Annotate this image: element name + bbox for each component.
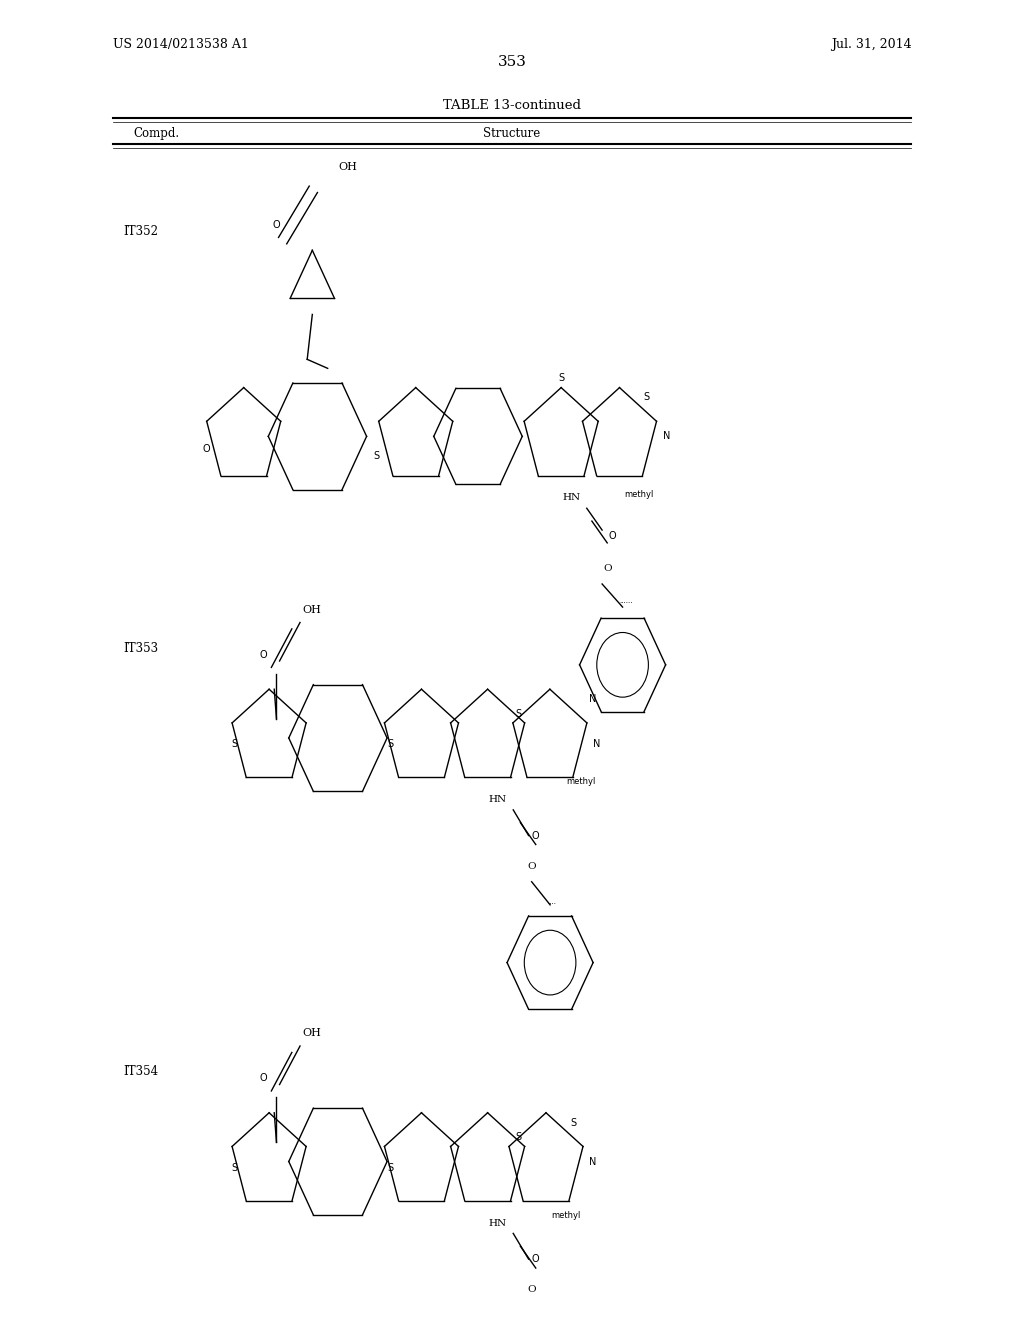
Text: S: S [231, 739, 238, 750]
Text: O: O [527, 1286, 536, 1295]
Text: S: S [516, 709, 522, 718]
Text: N: N [589, 1156, 596, 1167]
Text: IT353: IT353 [123, 642, 158, 655]
Text: S: S [374, 451, 380, 461]
Text: O: O [531, 830, 540, 841]
Text: 353: 353 [498, 54, 526, 69]
Text: S: S [570, 1118, 577, 1127]
Text: methyl: methyl [566, 777, 596, 787]
Text: US 2014/0213538 A1: US 2014/0213538 A1 [113, 38, 249, 51]
Text: methyl: methyl [625, 491, 653, 499]
Text: IT354: IT354 [123, 1065, 158, 1078]
Text: N: N [589, 694, 596, 704]
Text: OH: OH [302, 605, 321, 615]
Text: S: S [558, 372, 564, 383]
Text: HN: HN [488, 1218, 507, 1228]
Text: ......: ...... [620, 598, 633, 603]
Text: N: N [663, 432, 670, 441]
Text: TABLE 13-continued: TABLE 13-continued [443, 99, 581, 112]
Text: methyl: methyl [551, 1210, 581, 1220]
Text: O: O [203, 445, 211, 454]
Text: O: O [272, 219, 281, 230]
Text: S: S [231, 1163, 238, 1173]
Text: N: N [593, 739, 600, 750]
Text: Jul. 31, 2014: Jul. 31, 2014 [830, 38, 911, 51]
Text: Compd.: Compd. [133, 127, 179, 140]
Text: S: S [516, 1133, 522, 1142]
Text: O: O [527, 862, 536, 871]
Text: HN: HN [488, 795, 507, 804]
Text: OH: OH [338, 162, 356, 172]
Text: O: O [608, 532, 616, 541]
Text: IT352: IT352 [123, 224, 158, 238]
Text: O: O [259, 1073, 267, 1084]
Text: S: S [387, 739, 393, 750]
Text: OH: OH [302, 1028, 321, 1039]
Text: O: O [603, 564, 611, 573]
Text: O: O [531, 1254, 540, 1265]
Text: Structure: Structure [483, 127, 541, 140]
Text: O: O [259, 649, 267, 660]
Text: HN: HN [562, 494, 581, 503]
Text: ....: .... [547, 899, 556, 906]
Text: S: S [387, 1163, 393, 1173]
Text: S: S [644, 392, 650, 403]
